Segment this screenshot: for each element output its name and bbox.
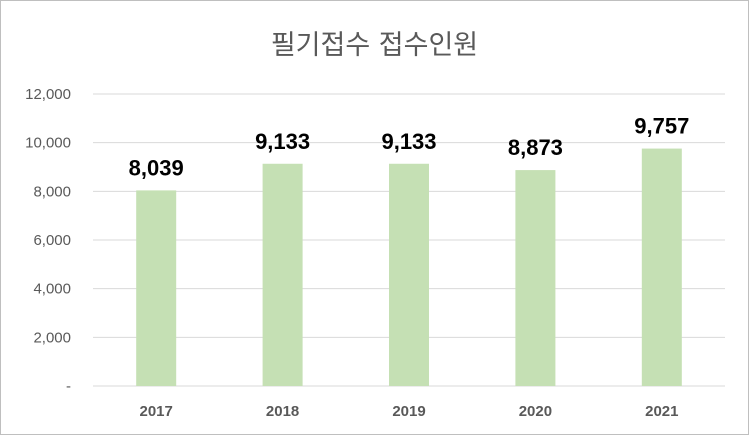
bar	[136, 190, 177, 386]
x-tick-label: 2019	[392, 403, 425, 420]
y-tick-label: 2,000	[33, 329, 71, 346]
x-tick-label: 2018	[266, 403, 299, 420]
data-label: 8,873	[508, 135, 563, 160]
bar	[389, 163, 429, 386]
x-tick-label: 2017	[140, 403, 173, 420]
x-tick-label: 2021	[645, 403, 678, 420]
y-tick-label: -	[66, 378, 71, 395]
data-label: 9,757	[634, 114, 689, 139]
y-tick-label: 4,000	[33, 281, 71, 298]
bar	[641, 148, 682, 386]
y-tick-label: 10,000	[25, 135, 71, 152]
data-label: 8,039	[129, 155, 184, 180]
bar	[262, 163, 303, 386]
data-label: 9,133	[255, 129, 310, 154]
y-tick-label: 6,000	[33, 232, 71, 249]
x-tick-label: 2020	[519, 403, 552, 420]
y-tick-label: 12,000	[25, 86, 71, 103]
bar	[515, 170, 556, 386]
chart-title: 필기접수 접수인원	[270, 30, 479, 61]
data-label: 9,133	[381, 129, 436, 154]
y-tick-label: 8,000	[33, 183, 71, 200]
